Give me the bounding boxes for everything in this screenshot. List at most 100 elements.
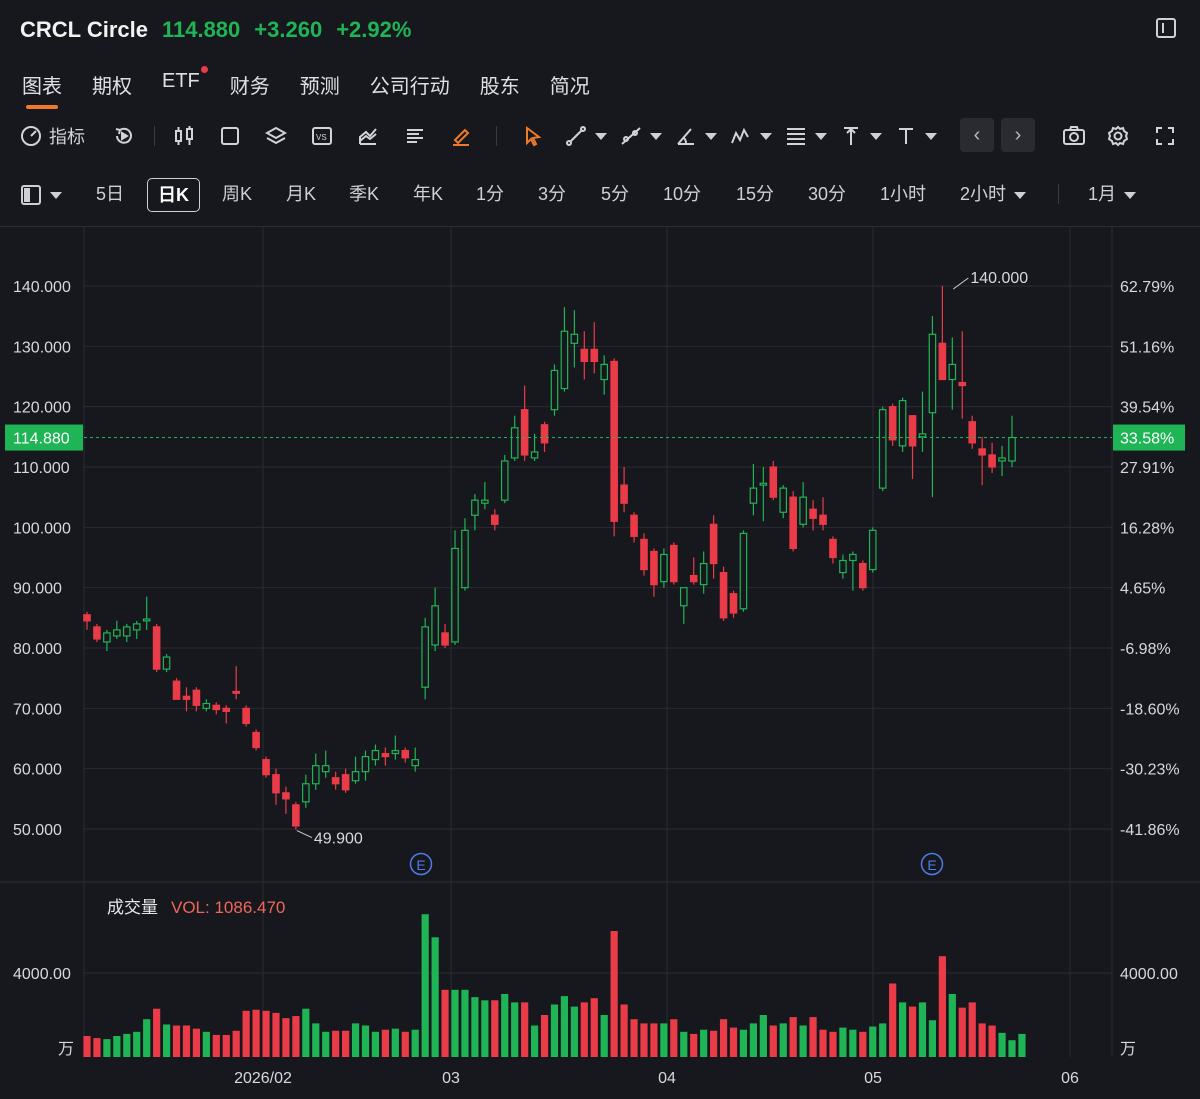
candle [490,509,499,531]
low-pointer [296,830,313,839]
exit-icon[interactable] [1156,18,1176,38]
text-icon [899,128,913,144]
candle-body [719,571,728,619]
candle-body [580,348,589,363]
volume-bar [710,1030,718,1057]
fib-tool[interactable] [785,118,827,154]
candle-body [670,544,678,583]
fibonacci-icon [787,128,805,145]
period-30m[interactable]: 30分 [808,184,847,204]
period-daily[interactable]: 日K [147,178,200,212]
replay-button[interactable] [113,118,135,154]
volume-bar [998,1032,1006,1057]
chevron-down-icon [705,132,717,140]
candle [888,403,897,446]
price-chart[interactable]: 140.000 62.79% 130.000 51.16% 120.000 39.54% 1… [0,226,1200,1099]
period-1h[interactable]: 1小时 [880,184,927,204]
volume-bar [411,1029,419,1057]
candle [321,750,330,778]
period-1m[interactable]: 1分 [476,184,505,204]
chart-style-button[interactable] [357,118,379,154]
volume-bar [590,998,598,1057]
fullscreen-button[interactable] [1154,118,1176,154]
tab-corporate-actions[interactable]: 公司行动 [370,70,450,107]
pattern-tool[interactable] [730,118,772,154]
scroll-right-button[interactable]: › [1001,118,1035,152]
text-tool[interactable] [895,118,937,154]
candle [441,623,449,648]
y-tick-label: 140.000 [13,279,71,296]
tab-financials[interactable]: 财务 [230,70,270,107]
candle-type-button[interactable] [173,118,195,154]
earnings-marker-label: E [416,857,425,873]
period-10m[interactable]: 10分 [663,184,702,204]
line-tool[interactable] [565,118,607,154]
period-5d[interactable]: 5日 [96,184,125,204]
y-tick-label: 100.000 [13,520,71,537]
candle-body [182,695,191,700]
cursor-tool[interactable] [522,118,544,154]
candle-body [749,487,758,504]
tab-etf[interactable]: ETF [162,66,208,107]
notification-dot [200,66,208,73]
volume-bar [869,1026,877,1057]
period-quarterly[interactable]: 季K [349,184,380,204]
candle [530,433,539,461]
settings-button[interactable] [1107,118,1129,154]
volume-bar [342,1030,350,1057]
tab-shareholders[interactable]: 股东 [480,70,520,107]
volume-bar [600,1015,608,1057]
compare-button[interactable]: VS [311,118,333,154]
period-yearly[interactable]: 年K [413,184,444,204]
candle [610,358,618,537]
candle-body [222,707,231,712]
volume-bar [650,1023,658,1057]
period-1mo[interactable]: 1月 [1088,176,1137,212]
candle [302,774,310,808]
candle-body [948,363,957,381]
volume-bar [491,1000,499,1057]
chevron-right-icon: › [1014,124,1022,146]
period-3m[interactable]: 3分 [538,184,567,204]
volume-bar [819,1029,827,1057]
candle [311,753,320,790]
tab-profile[interactable]: 简况 [550,70,590,107]
period-15m[interactable]: 15分 [736,184,775,204]
period-selector: 5日 日K 周K 月K 季K 年K 1分 3分 5分 10分 15分 30分 1… [0,176,1200,212]
text-list-button[interactable] [404,118,426,154]
layout-toggle[interactable] [20,176,62,212]
candle [958,331,967,419]
indicator-button[interactable]: 指标 [20,118,85,154]
draw-tool-button[interactable] [450,118,472,154]
period-5m[interactable]: 5分 [601,184,630,204]
pct-tick-label: 62.79% [1120,279,1174,296]
screenshot-button[interactable] [1062,118,1086,154]
volume-bar [262,1010,270,1057]
indicator-label: 指标 [49,127,85,147]
layers-button[interactable] [265,118,287,154]
rectangle-tool[interactable] [219,118,241,154]
tab-forecast[interactable]: 预测 [300,70,340,107]
tab-chart[interactable]: 图表 [22,70,62,109]
earnings-marker [409,852,433,876]
candle-body [242,707,250,725]
volume-bar [849,1029,857,1057]
candle-body [819,514,827,525]
volume-bar [700,1029,708,1057]
candle-body [292,804,300,827]
candle-body [600,363,609,381]
volume-bar [560,996,569,1057]
candle [918,391,927,452]
angle-tool[interactable] [675,118,717,154]
period-monthly[interactable]: 月K [286,184,317,204]
tab-label: 简况 [549,76,590,98]
scroll-left-button[interactable]: ‹ [960,118,994,152]
channel-tool[interactable] [620,118,662,154]
measure-tool[interactable] [840,118,882,154]
candle-body [122,626,131,637]
period-weekly[interactable]: 周K [222,184,253,204]
volume-bar [928,1020,937,1057]
volume-bar [182,1025,191,1057]
tab-options[interactable]: 期权 [92,70,132,107]
period-2h[interactable]: 2小时 [960,176,1027,212]
